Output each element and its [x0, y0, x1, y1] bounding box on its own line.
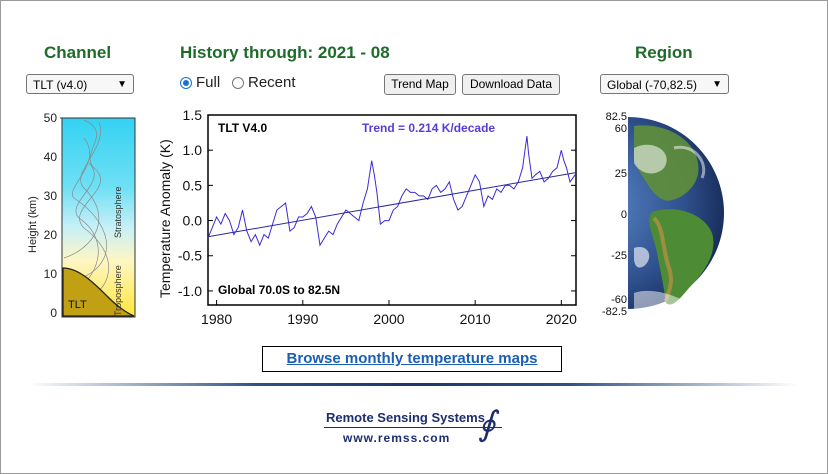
download-data-button[interactable]: Download Data — [462, 74, 560, 95]
region-select[interactable]: Global (-70,82.5) ▼ — [600, 74, 729, 94]
weighting-function-panel: 50 40 30 20 10 0 Height (km) Stratospher… — [27, 111, 136, 320]
history-heading: History through: 2021 - 08 — [180, 43, 390, 62]
region-select-value: Global (-70,82.5) — [607, 78, 698, 92]
x-tick-label: 2020 — [546, 311, 577, 327]
browse-maps-box: Browse monthly temperature maps — [262, 346, 562, 372]
y-axis-label: Temperature Anomaly (K) — [157, 139, 173, 298]
x-tick-label: 2010 — [460, 311, 491, 327]
x-tick-label: 2000 — [373, 311, 404, 327]
radio-full[interactable] — [180, 76, 192, 89]
chevron-down-icon: ▼ — [712, 79, 722, 90]
lat-label: -60 — [611, 294, 627, 306]
y-tick-label: -0.5 — [178, 248, 202, 264]
trend-line — [207, 172, 576, 238]
latitude-labels: 82.5 60 25 0 -25 -60 -82.5 — [602, 111, 627, 318]
stratosphere-label: Stratosphere — [113, 186, 123, 238]
region-heading: Region — [635, 43, 693, 62]
height-axis: 50 40 30 20 10 0 — [44, 111, 62, 320]
height-axis-label: Height (km) — [27, 196, 39, 253]
lat-label: -25 — [611, 250, 627, 262]
lat-label: 0 — [621, 209, 627, 221]
x-tick-label: 1980 — [201, 311, 232, 327]
channel-select-value: TLT (v4.0) — [33, 78, 88, 92]
rss-logo-url: www.remss.com — [343, 431, 451, 445]
height-tick: 30 — [44, 189, 58, 203]
globe-image — [628, 117, 724, 313]
y-tick-label: 1.5 — [183, 108, 203, 123]
region-label: Global 70.0S to 82.5N — [218, 283, 340, 297]
anomaly-series-line — [207, 136, 576, 247]
x-tick-label: 1990 — [287, 311, 318, 327]
height-tick: 40 — [44, 150, 58, 164]
channel-heading: Channel — [44, 43, 112, 62]
height-tick: 20 — [44, 228, 58, 242]
y-tick-label: 0.0 — [183, 213, 203, 229]
y-axis: 1.5 1.0 0.5 0.0 -0.5 -1.0 — [178, 108, 576, 299]
globe-panel: 82.5 60 25 0 -25 -60 -82.5 — [602, 111, 724, 318]
height-tick: 50 — [44, 111, 58, 125]
tlt-weighting-fill — [62, 267, 135, 317]
divider — [28, 383, 798, 386]
trend-label: Trend = 0.214 K/decade — [362, 121, 495, 135]
trend-map-button[interactable]: Trend Map — [384, 74, 456, 95]
x-axis: 1980 1990 2000 2010 2020 — [201, 300, 577, 327]
channel-select[interactable]: TLT (v4.0) ▼ — [26, 74, 134, 94]
history-mode-full[interactable]: Full — [180, 74, 220, 91]
tlt-label: TLT — [68, 299, 87, 311]
rss-logo-rule — [324, 427, 502, 428]
height-tick: 0 — [50, 306, 57, 320]
lat-label: 60 — [615, 123, 627, 135]
lat-label: 82.5 — [606, 111, 627, 123]
radio-recent-label: Recent — [248, 74, 296, 91]
y-tick-label: -1.0 — [178, 283, 202, 299]
series-layer — [207, 136, 576, 247]
rss-logo-icon: ∮ — [478, 404, 496, 444]
chart-title: TLT V4.0 — [218, 121, 267, 135]
height-tick: 10 — [44, 267, 58, 281]
y-tick-label: 0.5 — [183, 177, 203, 193]
chevron-down-icon: ▼ — [117, 79, 127, 90]
plot-area — [207, 114, 577, 306]
radio-recent[interactable] — [232, 76, 244, 89]
troposphere-label: Troposphere — [113, 265, 123, 316]
y-tick-label: 1.0 — [183, 142, 203, 158]
rss-logo-name: Remote Sensing Systems — [326, 410, 485, 425]
temperature-anomaly-chart: 1.5 1.0 0.5 0.0 -0.5 -1.0 1980 1990 2000 2010 202… — [157, 108, 577, 327]
radio-full-label: Full — [196, 74, 221, 91]
weighting-curves — [63, 119, 110, 309]
lat-label: -82.5 — [602, 306, 627, 318]
lat-label: 25 — [615, 168, 627, 180]
history-mode-recent[interactable]: Recent — [232, 74, 296, 91]
browse-maps-link[interactable]: Browse monthly temperature maps — [286, 350, 538, 367]
